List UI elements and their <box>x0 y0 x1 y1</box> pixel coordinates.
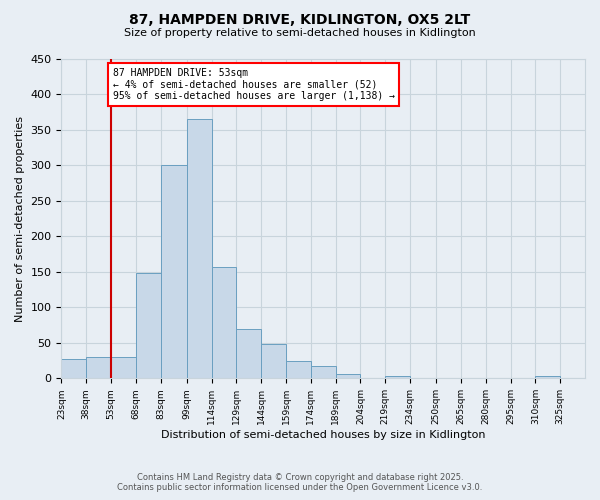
Bar <box>385 376 410 378</box>
X-axis label: Distribution of semi-detached houses by size in Kidlington: Distribution of semi-detached houses by … <box>161 430 485 440</box>
Bar <box>311 366 335 378</box>
Bar <box>111 357 136 378</box>
Bar <box>161 166 187 378</box>
Bar <box>136 274 161 378</box>
Y-axis label: Number of semi-detached properties: Number of semi-detached properties <box>15 116 25 322</box>
Bar <box>535 376 560 378</box>
Bar <box>286 360 311 378</box>
Bar <box>335 374 361 378</box>
Text: Size of property relative to semi-detached houses in Kidlington: Size of property relative to semi-detach… <box>124 28 476 38</box>
Bar <box>236 328 261 378</box>
Bar <box>212 267 236 378</box>
Bar <box>261 344 286 378</box>
Bar <box>61 359 86 378</box>
Text: 87 HAMPDEN DRIVE: 53sqm
← 4% of semi-detached houses are smaller (52)
95% of sem: 87 HAMPDEN DRIVE: 53sqm ← 4% of semi-det… <box>113 68 395 102</box>
Bar <box>86 357 111 378</box>
Text: 87, HAMPDEN DRIVE, KIDLINGTON, OX5 2LT: 87, HAMPDEN DRIVE, KIDLINGTON, OX5 2LT <box>130 12 470 26</box>
Text: Contains HM Land Registry data © Crown copyright and database right 2025.
Contai: Contains HM Land Registry data © Crown c… <box>118 473 482 492</box>
Bar <box>187 120 212 378</box>
